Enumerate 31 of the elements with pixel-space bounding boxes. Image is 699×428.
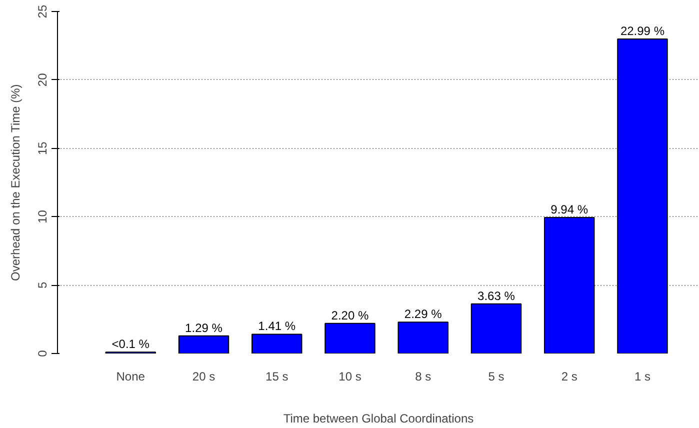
data-label: 9.94 % (550, 202, 588, 217)
x-tick-label: None (116, 370, 146, 384)
data-label: 2.20 % (331, 308, 369, 322)
x-tick-label: 20 s (192, 370, 216, 384)
y-tick-label: 5 (36, 281, 50, 288)
bar (470, 303, 522, 354)
data-label: 3.63 % (478, 288, 516, 303)
y-tick-label: 0 (36, 350, 50, 357)
x-tick-label: 10 s (338, 370, 362, 384)
x-tick-label: 2 s (561, 370, 578, 384)
x-tick-label: 8 s (415, 370, 432, 384)
bar (544, 217, 595, 354)
bar (178, 335, 230, 354)
x-axis-title: Time between Global Coordinations (283, 412, 474, 426)
y-tick-label: 25 (36, 4, 50, 18)
data-label: 1.29 % (185, 320, 223, 335)
data-label: 22.99 % (620, 24, 665, 38)
data-label: <0.1 % (112, 337, 150, 352)
x-tick-label: 15 s (266, 370, 288, 384)
y-tick-label: 10 (36, 210, 50, 224)
bar (398, 322, 448, 354)
y-tick-label: 20 (36, 72, 50, 87)
x-tick-label: 1 s (634, 370, 650, 384)
bar (252, 334, 302, 354)
bar (617, 38, 668, 354)
y-axis-title: Overhead on the Execution Time (%) (8, 84, 22, 281)
data-label: 2.29 % (404, 307, 442, 322)
y-tick-label: 15 (36, 141, 50, 155)
bar (324, 322, 376, 354)
x-tick-label: 5 s (488, 370, 504, 384)
data-label: 1.41 % (258, 319, 296, 334)
